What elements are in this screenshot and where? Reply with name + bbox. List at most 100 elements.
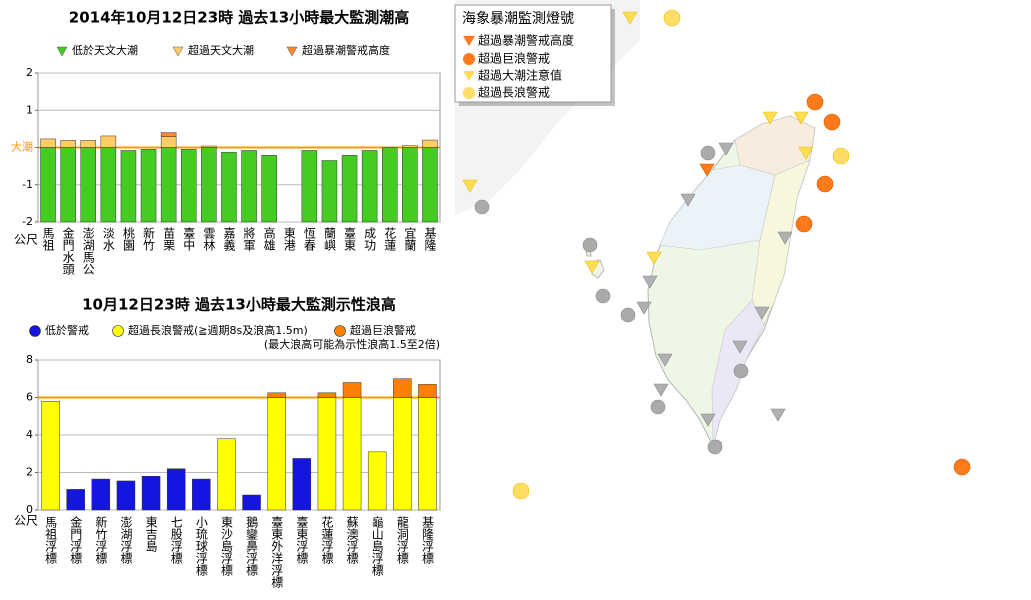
x-tick-label: 馬祖	[41, 227, 55, 252]
bar	[217, 438, 236, 511]
y-tick-label: 0	[26, 503, 33, 516]
x-tick-label: 雲林	[202, 227, 216, 251]
legend-marker	[463, 53, 475, 65]
map-legend-item: 超過暴潮警戒高度	[478, 33, 574, 48]
bar	[201, 147, 217, 223]
map-legend-box	[454, 4, 612, 103]
legend-marker	[334, 325, 346, 337]
x-tick-label: 臺中	[182, 226, 196, 251]
x-tick-label: 澎湖浮標	[119, 516, 133, 564]
station-marker[interactable]	[462, 11, 814, 274]
y-tick-label: 2	[26, 66, 33, 79]
bar	[41, 401, 60, 511]
x-tick-label: 恆春	[302, 227, 316, 252]
bar	[160, 132, 177, 137]
map-legend-item: 超過巨浪警戒	[478, 51, 550, 66]
y-tick-label: 1	[26, 103, 33, 116]
station-marker[interactable]	[699, 163, 715, 177]
station-marker[interactable]	[663, 9, 681, 27]
chart-note: (最大浪高可能為示性浪高1.5至2倍)	[264, 337, 440, 351]
x-tick-label: 金門水頭	[61, 226, 75, 276]
station-marker[interactable]	[636, 142, 793, 427]
map-legend-item: 超過大潮注意值	[478, 68, 562, 83]
legend-label: 超過天文大潮	[188, 43, 254, 57]
bar	[91, 478, 111, 511]
x-tick-label: 東吉島	[144, 516, 158, 553]
station-marker[interactable]	[953, 458, 971, 476]
station-marker[interactable]	[733, 363, 749, 379]
legend-label: 超過長浪警戒(≧週期8s及浪高1.5m)	[128, 323, 308, 337]
legend-label: 超過巨浪警戒	[350, 323, 416, 337]
station-marker[interactable]	[582, 237, 598, 253]
station-marker[interactable]	[816, 175, 834, 193]
bar	[140, 149, 157, 223]
station-marker[interactable]	[595, 288, 611, 304]
bar	[60, 140, 76, 148]
bar	[120, 150, 137, 223]
bar	[341, 155, 358, 223]
station-marker[interactable]	[512, 482, 530, 500]
bar	[321, 160, 338, 223]
bar	[402, 147, 418, 223]
y-unit-label: 公尺	[14, 514, 38, 528]
station-marker[interactable]	[795, 215, 813, 233]
bar	[80, 140, 96, 148]
bar	[393, 378, 412, 398]
bar	[342, 397, 362, 511]
bar	[342, 382, 362, 398]
chart-title: 2014年10月12日23時 過去13小時最大監測潮高	[69, 9, 409, 27]
legend-label: 超過暴潮警戒高度	[302, 43, 390, 57]
x-tick-label: 新竹浮標	[94, 515, 108, 564]
bar	[361, 150, 378, 223]
y-tick-label: -2	[22, 215, 33, 228]
station-marker[interactable]	[832, 147, 850, 165]
station-marker[interactable]	[620, 307, 636, 323]
legend-marker	[29, 325, 41, 337]
y-tick-label: 2	[26, 466, 33, 479]
x-tick-label: 小琉球浮標	[194, 516, 208, 576]
y-tick-label: -1	[22, 178, 33, 191]
bar	[301, 150, 318, 223]
x-tick-label: 澎湖馬公	[81, 227, 95, 275]
station-marker[interactable]	[823, 113, 841, 131]
bar	[422, 139, 438, 148]
map-legend-title: 海象暴潮監測燈號	[462, 10, 574, 27]
bar	[367, 451, 387, 511]
bar	[166, 468, 186, 511]
bar	[116, 480, 136, 511]
bar	[422, 147, 438, 223]
x-tick-label: 鵝鑾鼻浮標	[245, 516, 259, 576]
station-marker[interactable]	[700, 145, 716, 161]
bar	[141, 476, 161, 511]
x-tick-label: 金門浮標	[69, 515, 83, 564]
legend-marker	[463, 36, 475, 46]
x-tick-label: 苗栗	[162, 227, 176, 251]
x-tick-label: 成功	[363, 227, 377, 251]
bar	[261, 155, 277, 223]
x-tick-label: 高雄	[262, 226, 276, 251]
legend-label: 低於天文大潮	[72, 43, 138, 57]
station-marker[interactable]	[806, 93, 824, 111]
x-tick-label: 臺東	[343, 226, 357, 251]
y-tick-label: 8	[26, 353, 33, 366]
y-tick-label: 4	[26, 428, 33, 441]
x-tick-label: 淡水	[101, 227, 115, 251]
x-tick-label: 嘉義	[222, 227, 236, 251]
bar	[40, 138, 56, 148]
bar	[100, 135, 117, 148]
bar	[181, 149, 197, 223]
x-tick-label: 龜山島浮標	[370, 516, 384, 576]
station-marker[interactable]	[474, 199, 490, 215]
x-tick-label: 臺東浮標	[295, 515, 309, 564]
legend-marker	[112, 325, 124, 337]
x-tick-label: 將軍	[242, 226, 256, 251]
legend-marker	[56, 46, 68, 57]
x-tick-label: 龍洞浮標	[395, 515, 409, 564]
x-tick-label: 新竹	[142, 226, 156, 251]
station-marker[interactable]	[707, 439, 723, 455]
legend-marker	[286, 46, 298, 57]
bar	[221, 152, 237, 223]
x-tick-label: 蘇澳浮標	[345, 516, 359, 564]
station-marker[interactable]	[650, 399, 666, 415]
bar	[267, 397, 286, 511]
